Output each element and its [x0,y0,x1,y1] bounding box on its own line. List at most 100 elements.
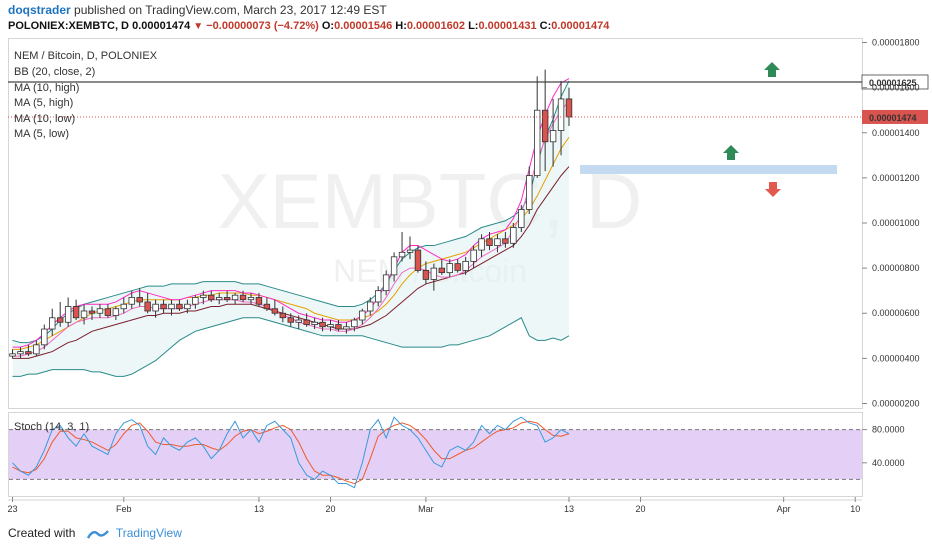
stoch-pane-frame [8,412,863,497]
candle-down [160,303,167,310]
candle-up [9,353,16,357]
low-label: L: [468,20,479,32]
candle-up [367,301,374,312]
candle-up [247,297,255,301]
stoch-band [9,429,862,480]
candle-down [25,351,32,355]
y-tick-label: 0.00001600 [872,83,920,93]
candle-down [335,324,342,330]
legend-ma5-high: MA (5, high) [14,97,73,109]
candle-down [279,312,286,319]
legend-ma5-low: MA (5, low) [14,128,69,140]
candle-up [446,263,453,274]
candle-down [486,238,493,246]
x-tick-label: Apr [777,504,791,514]
down-triangle-icon: ▼ [193,21,204,32]
stoch-d-line [12,420,570,485]
candle-up [390,256,398,276]
candle-up [215,297,223,301]
candle-down [176,303,183,310]
candle-up [17,351,24,355]
candle-up [192,297,199,305]
candle-down [303,319,310,325]
candle-up [64,306,72,323]
candle-up [518,209,525,228]
candle-up [327,324,334,328]
author-link[interactable]: doqstrader [8,3,71,17]
candle-up [152,303,159,312]
tradingview-logo-icon [86,530,109,539]
support-zone [580,165,837,174]
created-with-label: Created with [8,526,76,540]
candle-up [120,303,127,310]
ma5-high-line [12,78,570,348]
stoch-k-line [12,416,570,489]
candle-down [88,310,96,314]
candle-down [319,321,326,328]
stochastic-pane: 80.0000 40.0000 [9,416,905,489]
candle-down [72,306,80,319]
candle-down [414,249,422,271]
open-label: O: [321,20,335,32]
candle-up [128,297,135,305]
x-tick-label: 23 [7,504,17,514]
candle-up [382,274,390,292]
candle-up [41,328,48,346]
candle-up [49,317,56,330]
candle-down [223,297,231,301]
x-tick-label: 13 [254,504,264,514]
publish-info: published on TradingView.com, March 23, … [74,3,387,17]
candle-down [271,308,279,314]
footer: Created with TradingView [8,526,182,540]
symbol-label: POLONIEX:XEMBTC, D [8,20,130,32]
candle-down [287,317,294,323]
stoch-tick-label: 80.0000 [872,425,905,435]
time-axis[interactable]: 23 Feb 13 20 Mar 13 20 Apr 10 [7,497,862,514]
candle-up [168,303,175,310]
last-price-tag [862,109,928,124]
legend-ma10-low: MA (10, low) [14,113,75,125]
x-tick-label: 10 [850,504,860,514]
candle-up [200,294,207,298]
y-tick-label: 0.00001400 [872,128,920,138]
stoch-label: Stoch (14, 3, 1) [14,421,89,433]
watermark-symbol: XEMBTC, D [218,157,643,245]
candle-up [343,326,350,330]
price-axis[interactable]: 0.00001800 0.00001600 0.00001400 0.00001200… [862,38,920,409]
candle-up [494,238,501,246]
candle-up [526,175,533,210]
candle-up [112,308,120,316]
candle-up [478,238,485,251]
candle-down [454,263,461,271]
legend-ma10-high: MA (10, high) [14,82,79,94]
candle-up [462,260,469,271]
candle-up [557,98,565,131]
price-change: −0.00000073 (−4.72%) [206,20,319,32]
y-tick-label: 0.00001200 [872,173,920,183]
candle-up [184,303,191,310]
candle-up [351,319,358,328]
x-tick-label: Mar [418,504,434,514]
candle-down [144,301,151,312]
last-price-label: 0.00001474 [869,113,917,123]
candle-up [534,109,541,177]
candle-up [359,310,366,321]
quote-line: POLONIEX:XEMBTC, D 0.00001474 ▼ −0.00000… [8,20,609,32]
x-tick-label: Feb [116,504,132,514]
y-tick-label: 0.00001000 [872,218,920,228]
candle-up [470,249,477,262]
candle-up [80,310,88,319]
y-tick-label: 0.00001800 [872,38,920,48]
y-tick-label: 0.00000800 [872,263,920,273]
candle-down [438,267,445,274]
candle-down [104,308,112,316]
candle-down [239,294,247,301]
candle-up [33,344,40,355]
candle-up [430,267,438,280]
hline-price-tag [861,74,929,90]
tradingview-brand[interactable]: TradingView [115,526,182,540]
hline-price-label: 0.00001625 [869,78,917,88]
high-label: H: [395,20,407,32]
candlesticks [9,69,573,359]
